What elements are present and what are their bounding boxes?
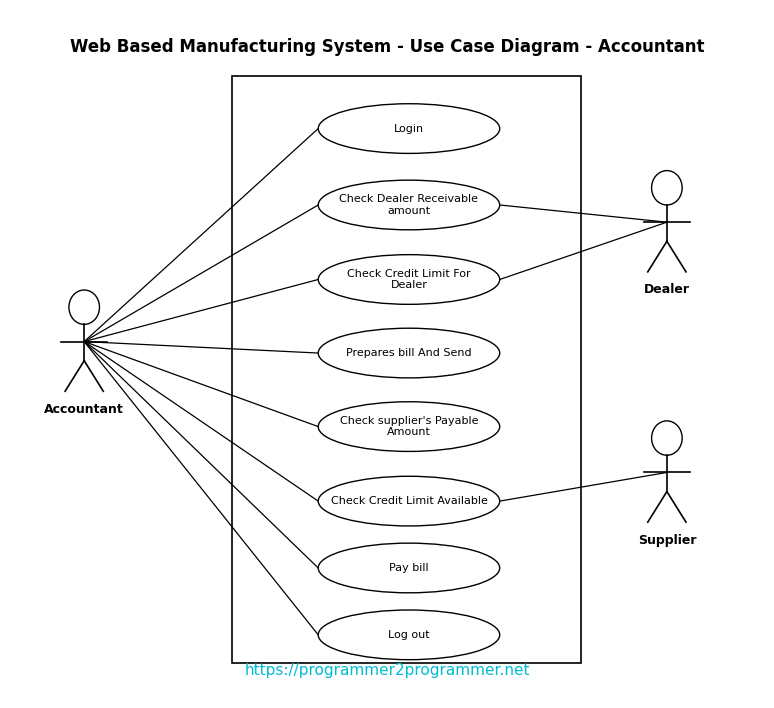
Ellipse shape <box>318 401 500 452</box>
Ellipse shape <box>318 104 500 154</box>
Text: Check supplier's Payable
Amount: Check supplier's Payable Amount <box>340 416 478 438</box>
Ellipse shape <box>652 171 682 205</box>
Text: Prepares bill And Send: Prepares bill And Send <box>346 348 472 358</box>
Ellipse shape <box>318 610 500 660</box>
Text: Supplier: Supplier <box>638 534 696 547</box>
Ellipse shape <box>318 329 500 378</box>
Bar <box>232 76 581 663</box>
Text: Login: Login <box>394 124 424 134</box>
Text: Web Based Manufacturing System - Use Case Diagram - Accountant: Web Based Manufacturing System - Use Cas… <box>70 38 704 56</box>
Text: Accountant: Accountant <box>44 403 124 416</box>
Text: Pay bill: Pay bill <box>389 563 429 573</box>
Ellipse shape <box>652 421 682 455</box>
Ellipse shape <box>318 180 500 230</box>
Text: https://programmer2programmer.net: https://programmer2programmer.net <box>245 663 529 678</box>
Text: Check Credit Limit Available: Check Credit Limit Available <box>330 496 488 506</box>
Text: Dealer: Dealer <box>644 283 690 297</box>
Text: Check Credit Limit For
Dealer: Check Credit Limit For Dealer <box>348 269 471 290</box>
Text: Check Dealer Receivable
amount: Check Dealer Receivable amount <box>340 194 478 216</box>
Ellipse shape <box>318 476 500 526</box>
Ellipse shape <box>69 290 100 324</box>
Text: Log out: Log out <box>388 630 430 640</box>
Ellipse shape <box>318 543 500 593</box>
Ellipse shape <box>318 255 500 304</box>
